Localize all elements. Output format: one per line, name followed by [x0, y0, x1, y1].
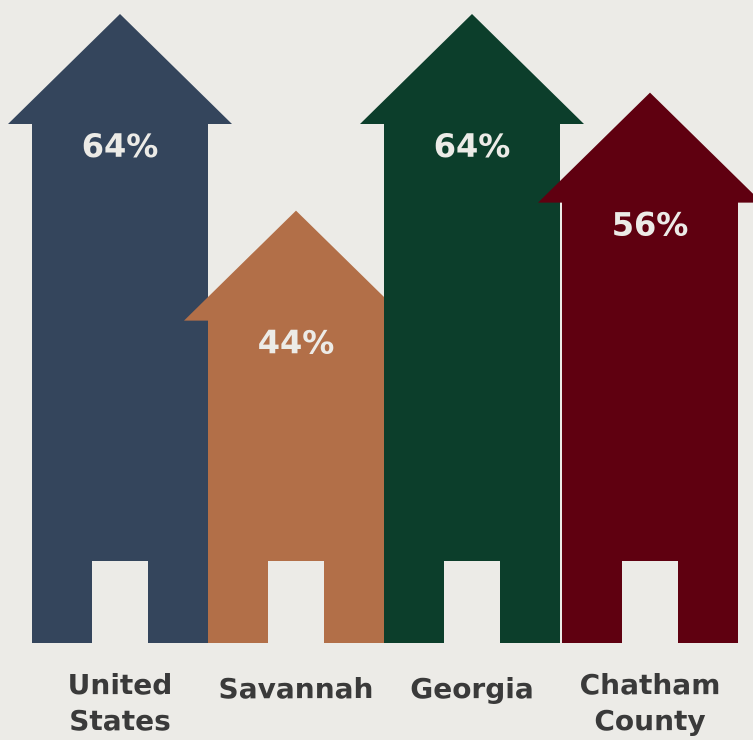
category-label-line: Savannah — [219, 672, 374, 705]
category-label-georgia: Georgia — [410, 672, 534, 705]
house-bar-savannah — [184, 210, 408, 643]
category-label-line: Georgia — [410, 672, 534, 705]
house-door-chatham-county — [622, 561, 678, 643]
value-label-georgia: 64% — [434, 127, 511, 165]
category-label-chatham-county: Chatham County — [580, 668, 721, 737]
house-bar-georgia — [360, 14, 584, 643]
category-labels-group: United States Savannah Georgia Chatham County — [68, 668, 721, 737]
house-bar-chatham-county — [538, 92, 753, 643]
houses-group — [8, 14, 753, 643]
value-labels-group: 64% 44% 64% 56% — [82, 127, 689, 362]
category-label-line: Chatham — [580, 668, 721, 701]
value-label-savannah: 44% — [258, 324, 335, 362]
house-bar-united-states — [8, 14, 232, 643]
house-door-georgia — [444, 561, 500, 643]
category-label-savannah: Savannah — [219, 672, 374, 705]
category-label-line: United — [68, 668, 173, 701]
category-label-line: County — [594, 704, 705, 737]
category-label-united-states: United States — [68, 668, 173, 737]
value-label-united-states: 64% — [82, 127, 159, 165]
house-door-united-states — [92, 561, 148, 643]
house-door-savannah — [268, 561, 324, 643]
category-label-line: States — [69, 704, 171, 737]
value-label-chatham-county: 56% — [612, 206, 689, 244]
